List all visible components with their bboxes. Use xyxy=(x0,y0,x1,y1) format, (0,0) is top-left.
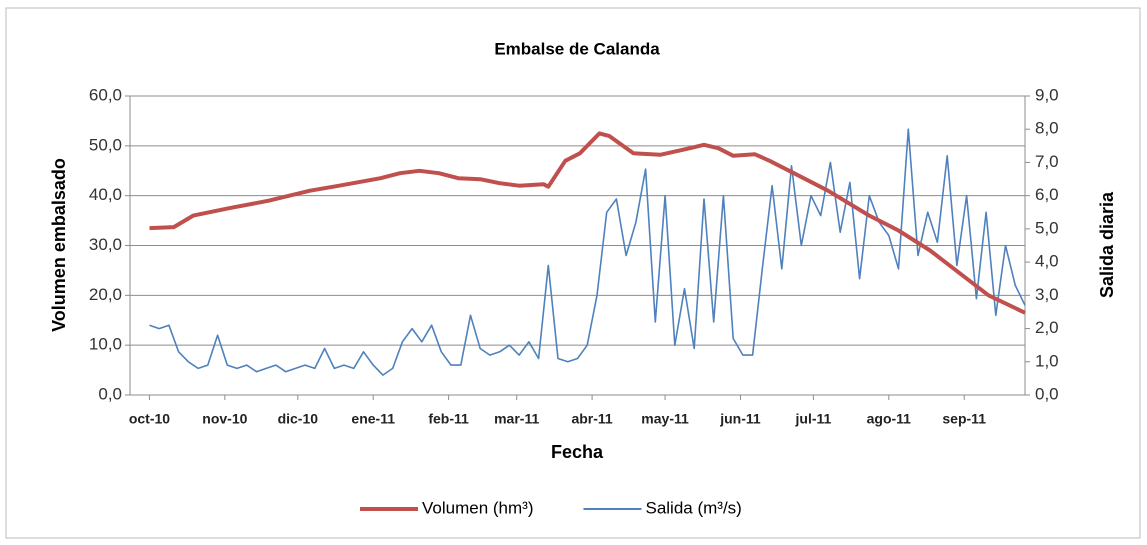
y2-tick-label: 9,0 xyxy=(1035,85,1059,104)
y2-tick-label: 3,0 xyxy=(1035,285,1059,304)
x-tick-label: nov-10 xyxy=(202,411,247,427)
legend-label: Volumen (hm³) xyxy=(422,498,533,517)
y2-tick-label: 2,0 xyxy=(1035,318,1059,337)
y2-tick-label: 1,0 xyxy=(1035,351,1059,370)
y-tick-label: 10,0 xyxy=(89,335,122,354)
x-tick-label: feb-11 xyxy=(428,411,469,427)
x-tick-label: ene-11 xyxy=(351,411,395,427)
x-tick-label: jul-11 xyxy=(795,411,832,427)
y-axis-label: Volumen embalsado xyxy=(49,158,69,332)
x-tick-label: may-11 xyxy=(641,411,689,427)
y-tick-label: 20,0 xyxy=(89,285,122,304)
y2-tick-label: 5,0 xyxy=(1035,218,1059,237)
x-tick-label: jun-11 xyxy=(719,411,761,427)
x-tick-label: dic-10 xyxy=(278,411,319,427)
y-tick-label: 50,0 xyxy=(89,135,122,154)
legend-label: Salida (m³/s) xyxy=(645,498,741,517)
y2-tick-label: 6,0 xyxy=(1035,185,1059,204)
y2-tick-label: 8,0 xyxy=(1035,119,1059,138)
y2-tick-label: 7,0 xyxy=(1035,152,1059,171)
y2-tick-label: 0,0 xyxy=(1035,384,1059,403)
y-tick-label: 30,0 xyxy=(89,235,122,254)
series-line xyxy=(149,131,1026,315)
x-tick-label: oct-10 xyxy=(129,411,170,427)
y-tick-label: 60,0 xyxy=(89,85,122,104)
y2-tick-label: 4,0 xyxy=(1035,252,1059,271)
y-tick-label: 40,0 xyxy=(89,185,122,204)
x-tick-label: sep-11 xyxy=(942,411,986,427)
y-tick-label: 0,0 xyxy=(98,384,122,403)
x-tick-label: mar-11 xyxy=(494,411,539,427)
x-axis-label: Fecha xyxy=(551,442,604,462)
y2-axis-label: Salida diaria xyxy=(1097,191,1117,298)
x-tick-label: abr-11 xyxy=(571,411,612,427)
chart-title: Embalse de Calanda xyxy=(494,39,660,58)
x-tick-label: ago-11 xyxy=(867,411,912,427)
